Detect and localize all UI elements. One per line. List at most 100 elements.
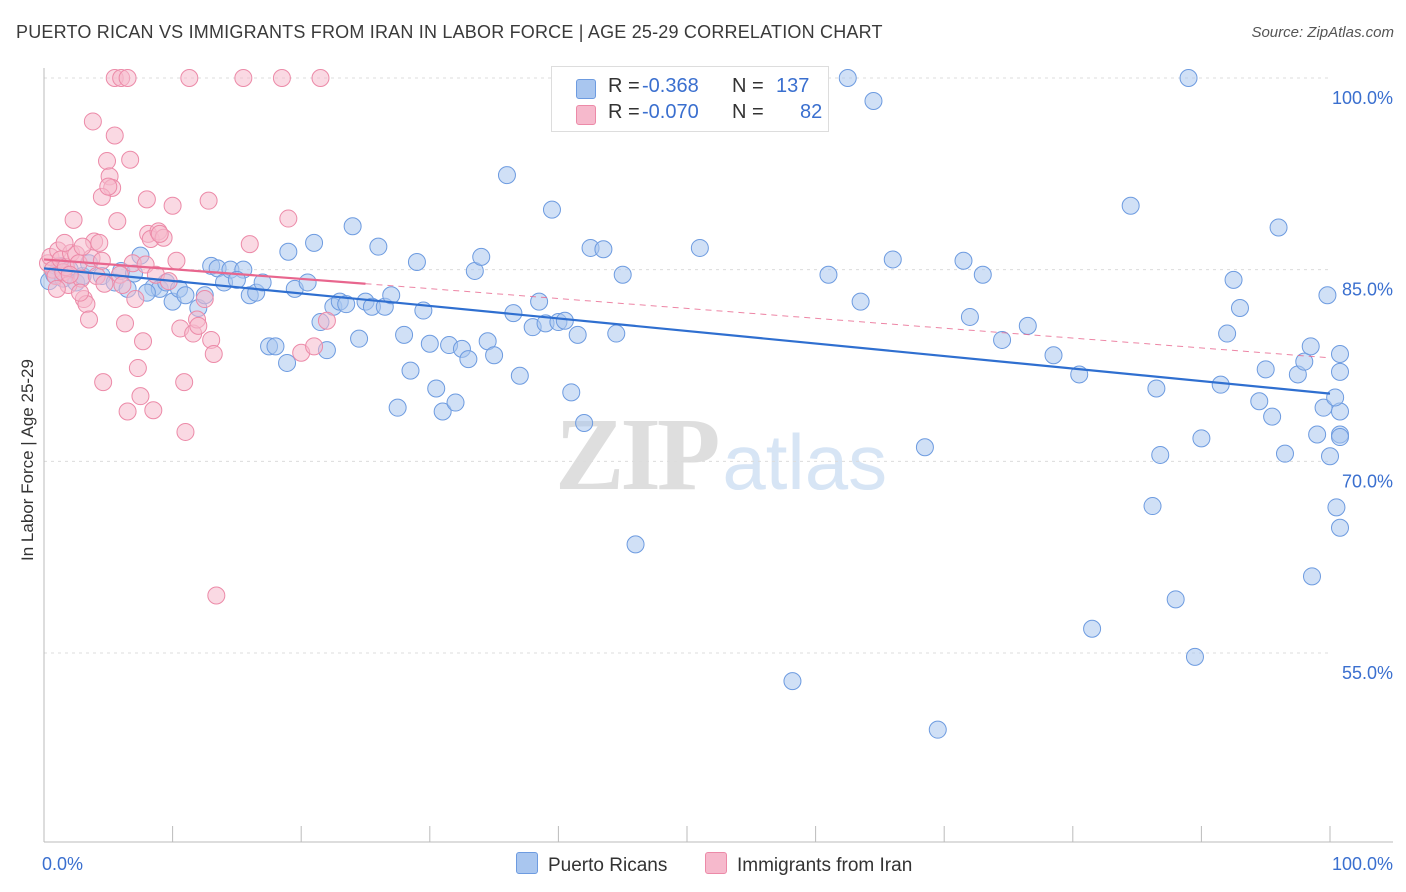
trend-line-iran-dashed: [365, 283, 1331, 359]
legend-swatch-blue: [576, 79, 596, 99]
y-axis-label: In Labor Force | Age 25-29: [18, 359, 37, 561]
point-puerto-ricans-76: [562, 383, 581, 402]
point-puerto-ricans-89: [838, 69, 857, 87]
point-iran-69: [234, 69, 253, 87]
point-puerto-ricans-107: [1166, 590, 1185, 609]
point-puerto-ricans-20: [176, 286, 195, 305]
point-puerto-ricans-72: [530, 292, 549, 311]
point-puerto-ricans-126: [1327, 498, 1346, 517]
bottom-legend-label: Immigrants from Iran: [737, 855, 913, 876]
point-puerto-ricans-64: [472, 247, 491, 266]
watermark-atlas: atlas: [722, 418, 888, 506]
point-puerto-ricans-96: [960, 307, 979, 326]
point-puerto-ricans-67: [497, 166, 516, 185]
legend-r-value: -0.070: [642, 101, 699, 123]
point-puerto-ricans-53: [401, 361, 420, 380]
point-puerto-ricans-58: [433, 402, 452, 421]
point-puerto-ricans-121: [1295, 352, 1314, 371]
point-iran-23: [98, 152, 117, 171]
point-puerto-ricans-95: [954, 251, 973, 270]
watermark: ZIPatlas: [555, 395, 887, 514]
point-iran-70: [240, 235, 259, 254]
point-puerto-ricans-38: [305, 233, 324, 252]
y-tick-label: 85.0%: [1342, 280, 1393, 300]
chart-title: PUERTO RICAN VS IMMIGRANTS FROM IRAN IN …: [16, 22, 883, 42]
point-puerto-ricans-115: [1250, 392, 1269, 411]
point-puerto-ricans-119: [1275, 444, 1294, 463]
point-iran-26: [105, 126, 124, 145]
point-puerto-ricans-94: [928, 720, 947, 739]
point-puerto-ricans-88: [819, 265, 838, 284]
point-puerto-ricans-133: [1318, 286, 1337, 305]
trend-line-puerto-ricans: [43, 267, 1331, 395]
axes: [43, 68, 1393, 843]
point-iran-50: [176, 422, 195, 441]
point-puerto-ricans-102: [1083, 619, 1102, 638]
point-iran-75: [311, 69, 330, 87]
point-puerto-ricans-80: [594, 240, 613, 259]
bottom-legend-immigrants-from-iran: Immigrants from Iran: [705, 852, 912, 877]
point-iran-34: [126, 290, 145, 309]
point-iran-37: [134, 332, 153, 351]
legend-r-label: R =: [608, 101, 640, 123]
trend-line-iran-solid: [43, 258, 366, 285]
y-tick-label: 55.0%: [1342, 663, 1393, 683]
point-puerto-ricans-93: [915, 438, 934, 457]
point-puerto-ricans-122: [1301, 337, 1320, 356]
point-iran-56: [199, 191, 218, 210]
legend-swatch-pink: [576, 105, 596, 125]
point-puerto-ricans-91: [864, 92, 883, 110]
legend: R = -0.368 N = 137 R = -0.070 N = 82: [551, 66, 829, 132]
point-iran-36: [131, 387, 150, 406]
point-puerto-ricans-111: [1211, 375, 1230, 394]
point-puerto-ricans-87: [783, 672, 802, 691]
point-puerto-ricans-50: [382, 286, 401, 305]
point-puerto-ricans-135: [1331, 362, 1349, 381]
point-puerto-ricans-77: [568, 325, 587, 344]
point-puerto-ricans-105: [1151, 445, 1170, 464]
point-iran-47: [167, 251, 186, 270]
y-tick-label: 100.0%: [1332, 88, 1393, 108]
point-puerto-ricans-125: [1321, 447, 1339, 466]
point-iran-68: [150, 224, 169, 243]
bottom-legend-swatch-pink: [705, 852, 727, 874]
legend-n-label: N =: [732, 101, 764, 123]
point-puerto-ricans-112: [1218, 324, 1237, 343]
point-iran-22: [95, 274, 114, 293]
legend-r-label: R =: [608, 75, 640, 97]
point-iran-30: [116, 314, 135, 333]
bottom-legend-puerto-ricans: Puerto Ricans: [516, 852, 667, 877]
point-puerto-ricans-57: [427, 379, 446, 398]
tick-labels: 100.0% 85.0% 70.0% 55.0% 0.0% 100.0%: [42, 88, 1393, 874]
point-puerto-ricans-116: [1256, 360, 1275, 379]
point-puerto-ricans-48: [369, 237, 388, 256]
point-puerto-ricans-69: [510, 366, 529, 385]
point-iran-77: [47, 279, 66, 298]
point-iran-71: [272, 69, 291, 87]
point-puerto-ricans-108: [1179, 69, 1198, 87]
point-puerto-ricans-33: [266, 337, 285, 356]
point-puerto-ricans-127: [1331, 518, 1349, 537]
point-puerto-ricans-37: [298, 273, 317, 292]
point-iran-78: [60, 265, 79, 284]
point-puerto-ricans-86: [690, 238, 709, 257]
bottom-legend-label: Puerto Ricans: [548, 855, 668, 876]
point-puerto-ricans-54: [407, 253, 426, 271]
trend-lines: [43, 258, 1331, 395]
point-iran-67: [137, 190, 156, 209]
point-iran-63: [99, 177, 118, 196]
point-puerto-ricans-35: [279, 242, 298, 261]
point-iran-54: [189, 316, 208, 335]
point-iran-31: [118, 402, 137, 421]
series-puerto-ricans: [40, 69, 1349, 739]
point-puerto-ricans-52: [395, 325, 414, 344]
series-immigrants-from-iran: [39, 69, 336, 605]
point-puerto-ricans-73: [542, 200, 561, 219]
point-iran-29: [113, 276, 132, 294]
legend-r-value: -0.368: [642, 75, 699, 97]
point-iran-60: [83, 112, 102, 131]
point-puerto-ricans-34: [278, 353, 297, 372]
point-puerto-ricans-44: [343, 217, 362, 236]
point-iran-81: [71, 283, 90, 302]
